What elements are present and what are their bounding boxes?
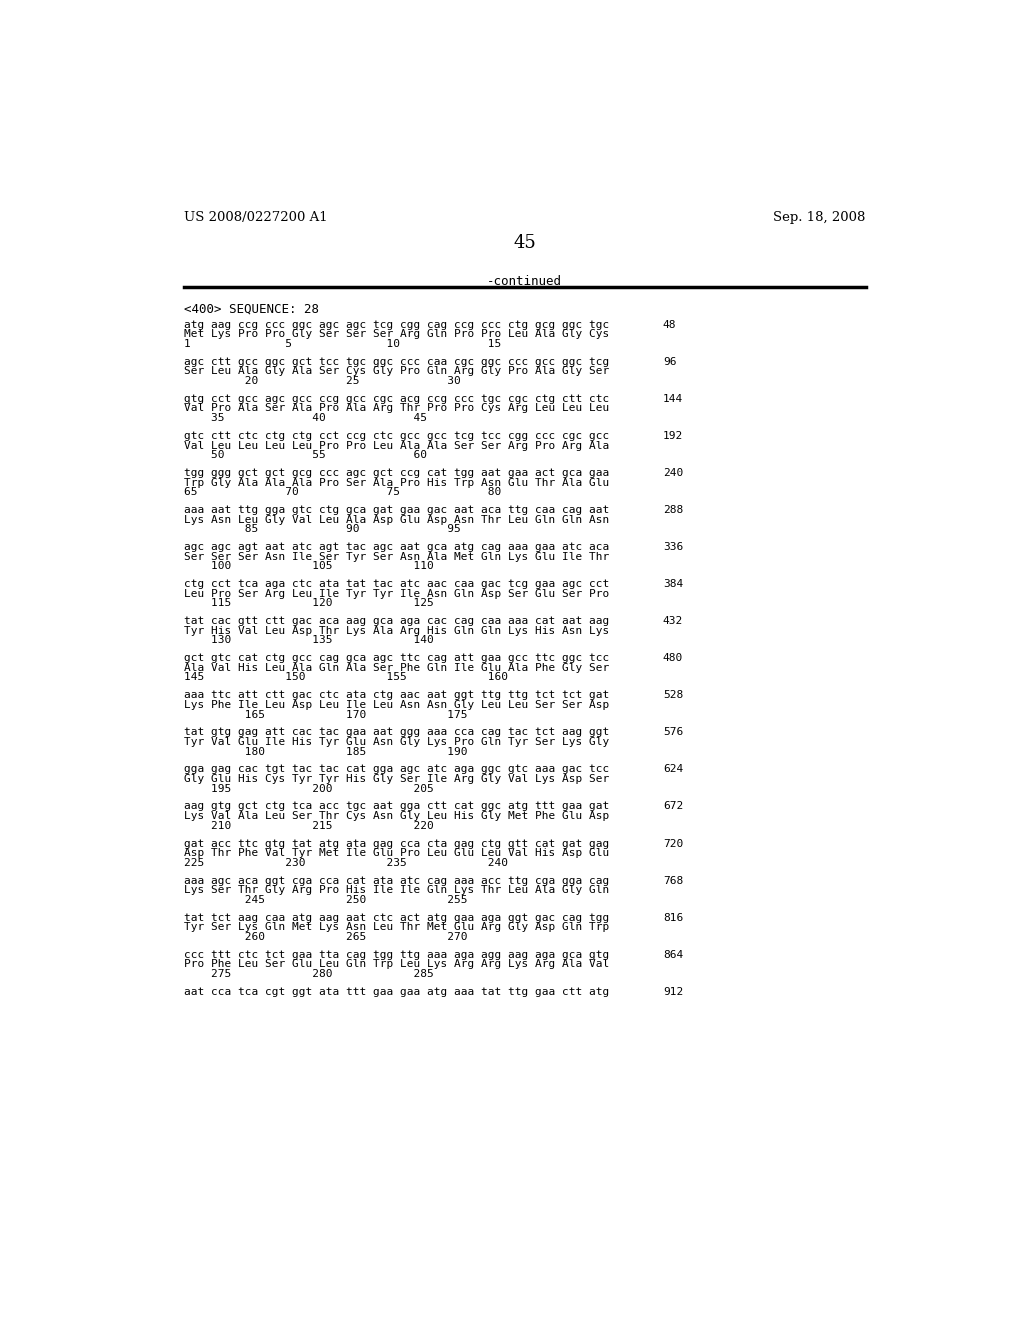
Text: 245            250            255: 245 250 255	[183, 895, 467, 904]
Text: 1              5              10             15: 1 5 10 15	[183, 339, 501, 348]
Text: 65             70             75             80: 65 70 75 80	[183, 487, 501, 498]
Text: Lys Asn Leu Gly Val Leu Ala Asp Glu Asp Asn Thr Leu Gln Gln Asn: Lys Asn Leu Gly Val Leu Ala Asp Glu Asp …	[183, 515, 609, 524]
Text: 50             55             60: 50 55 60	[183, 450, 427, 461]
Text: gat acc ttc gtg tat atg ata gag cca cta gag ctg gtt cat gat gag: gat acc ttc gtg tat atg ata gag cca cta …	[183, 838, 609, 849]
Text: gtg cct gcc agc gcc ccg gcc cgc acg ccg ccc tgc cgc ctg ctt ctc: gtg cct gcc agc gcc ccg gcc cgc acg ccg …	[183, 393, 609, 404]
Text: Asp Thr Phe Val Tyr Met Ile Glu Pro Leu Glu Leu Val His Asp Glu: Asp Thr Phe Val Tyr Met Ile Glu Pro Leu …	[183, 849, 609, 858]
Text: Trp Gly Ala Ala Ala Pro Ser Ala Pro His Trp Asn Glu Thr Ala Glu: Trp Gly Ala Ala Ala Pro Ser Ala Pro His …	[183, 478, 609, 487]
Text: 225            230            235            240: 225 230 235 240	[183, 858, 508, 867]
Text: 100            105            110: 100 105 110	[183, 561, 433, 572]
Text: 165            170            175: 165 170 175	[183, 710, 467, 719]
Text: aat cca tca cgt ggt ata ttt gaa gaa atg aaa tat ttg gaa ctt atg: aat cca tca cgt ggt ata ttt gaa gaa atg …	[183, 987, 609, 997]
Text: Val Leu Leu Leu Leu Pro Pro Leu Ala Ala Ser Ser Arg Pro Arg Ala: Val Leu Leu Leu Leu Pro Pro Leu Ala Ala …	[183, 441, 609, 450]
Text: Tyr His Val Leu Asp Thr Lys Ala Arg His Gln Gln Lys His Asn Lys: Tyr His Val Leu Asp Thr Lys Ala Arg His …	[183, 626, 609, 636]
Text: aaa agc aca ggt cga cca cat ata atc cag aaa acc ttg cga gga cag: aaa agc aca ggt cga cca cat ata atc cag …	[183, 875, 609, 886]
Text: 816: 816	[663, 912, 683, 923]
Text: tat tct aag caa atg aag aat ctc act atg gaa aga ggt gac cag tgg: tat tct aag caa atg aag aat ctc act atg …	[183, 912, 609, 923]
Text: aaa aat ttg gga gtc ctg gca gat gaa gac aat aca ttg caa cag aat: aaa aat ttg gga gtc ctg gca gat gaa gac …	[183, 506, 609, 515]
Text: atg aag ccg ccc ggc agc agc tcg cgg cag ccg ccc ctg gcg ggc tgc: atg aag ccg ccc ggc agc agc tcg cgg cag …	[183, 319, 609, 330]
Text: 195            200            205: 195 200 205	[183, 784, 433, 793]
Text: -continued: -continued	[487, 276, 562, 289]
Text: ccc ttt ctc tct gaa tta cag tgg ttg aaa aga agg aag aga gca gtg: ccc ttt ctc tct gaa tta cag tgg ttg aaa …	[183, 949, 609, 960]
Text: 624: 624	[663, 764, 683, 775]
Text: 35             40             45: 35 40 45	[183, 413, 427, 424]
Text: 384: 384	[663, 579, 683, 589]
Text: tat gtg gag att cac tac gaa aat ggg aaa cca cag tac tct aag ggt: tat gtg gag att cac tac gaa aat ggg aaa …	[183, 727, 609, 738]
Text: Val Pro Ala Ser Ala Pro Ala Arg Thr Pro Pro Cys Arg Leu Leu Leu: Val Pro Ala Ser Ala Pro Ala Arg Thr Pro …	[183, 404, 609, 413]
Text: agc agc agt aat atc agt tac agc aat gca atg cag aaa gaa atc aca: agc agc agt aat atc agt tac agc aat gca …	[183, 543, 609, 552]
Text: 192: 192	[663, 430, 683, 441]
Text: 480: 480	[663, 653, 683, 663]
Text: US 2008/0227200 A1: US 2008/0227200 A1	[183, 211, 328, 224]
Text: Tyr Ser Lys Gln Met Lys Asn Leu Thr Met Glu Arg Gly Asp Gln Trp: Tyr Ser Lys Gln Met Lys Asn Leu Thr Met …	[183, 923, 609, 932]
Text: Leu Pro Ser Arg Leu Ile Tyr Tyr Ile Asn Gln Asp Ser Glu Ser Pro: Leu Pro Ser Arg Leu Ile Tyr Tyr Ile Asn …	[183, 589, 609, 599]
Text: Sep. 18, 2008: Sep. 18, 2008	[773, 211, 866, 224]
Text: 20             25             30: 20 25 30	[183, 376, 461, 385]
Text: 85             90             95: 85 90 95	[183, 524, 461, 535]
Text: agc ctt gcc ggc gct tcc tgc ggc ccc caa cgc ggc ccc gcc ggc tcg: agc ctt gcc ggc gct tcc tgc ggc ccc caa …	[183, 356, 609, 367]
Text: 115            120            125: 115 120 125	[183, 598, 433, 609]
Text: Tyr Val Glu Ile His Tyr Glu Asn Gly Lys Pro Gln Tyr Ser Lys Gly: Tyr Val Glu Ile His Tyr Glu Asn Gly Lys …	[183, 737, 609, 747]
Text: 144: 144	[663, 393, 683, 404]
Text: 260            265            270: 260 265 270	[183, 932, 467, 942]
Text: 432: 432	[663, 616, 683, 626]
Text: 130            135            140: 130 135 140	[183, 635, 433, 645]
Text: 720: 720	[663, 838, 683, 849]
Text: gga gag cac tgt tac tac cat gga agc atc aga ggc gtc aaa gac tcc: gga gag cac tgt tac tac cat gga agc atc …	[183, 764, 609, 775]
Text: 576: 576	[663, 727, 683, 738]
Text: aaa ttc att ctt gac ctc ata ctg aac aat ggt ttg ttg tct tct gat: aaa ttc att ctt gac ctc ata ctg aac aat …	[183, 690, 609, 701]
Text: Ser Leu Ala Gly Ala Ser Cys Gly Pro Gln Arg Gly Pro Ala Gly Ser: Ser Leu Ala Gly Ala Ser Cys Gly Pro Gln …	[183, 367, 609, 376]
Text: Met Lys Pro Pro Gly Ser Ser Ser Arg Gln Pro Pro Leu Ala Gly Cys: Met Lys Pro Pro Gly Ser Ser Ser Arg Gln …	[183, 330, 609, 339]
Text: 768: 768	[663, 875, 683, 886]
Text: aag gtg gct ctg tca acc tgc aat gga ctt cat ggc atg ttt gaa gat: aag gtg gct ctg tca acc tgc aat gga ctt …	[183, 801, 609, 812]
Text: 336: 336	[663, 543, 683, 552]
Text: gtc ctt ctc ctg ctg cct ccg ctc gcc gcc tcg tcc cgg ccc cgc gcc: gtc ctt ctc ctg ctg cct ccg ctc gcc gcc …	[183, 430, 609, 441]
Text: gct gtc cat ctg gcc cag gca agc ttc cag att gaa gcc ttc ggc tcc: gct gtc cat ctg gcc cag gca agc ttc cag …	[183, 653, 609, 663]
Text: Pro Phe Leu Ser Glu Leu Gln Trp Leu Lys Arg Arg Lys Arg Ala Val: Pro Phe Leu Ser Glu Leu Gln Trp Leu Lys …	[183, 960, 609, 969]
Text: 96: 96	[663, 356, 676, 367]
Text: Lys Val Ala Leu Ser Thr Cys Asn Gly Leu His Gly Met Phe Glu Asp: Lys Val Ala Leu Ser Thr Cys Asn Gly Leu …	[183, 810, 609, 821]
Text: <400> SEQUENCE: 28: <400> SEQUENCE: 28	[183, 302, 318, 315]
Text: Ala Val His Leu Ala Gln Ala Ser Phe Gln Ile Glu Ala Phe Gly Ser: Ala Val His Leu Ala Gln Ala Ser Phe Gln …	[183, 663, 609, 673]
Text: 45: 45	[513, 234, 537, 252]
Text: 240: 240	[663, 469, 683, 478]
Text: tat cac gtt ctt gac aca aag gca aga cac cag caa aaa cat aat aag: tat cac gtt ctt gac aca aag gca aga cac …	[183, 616, 609, 626]
Text: 864: 864	[663, 949, 683, 960]
Text: 912: 912	[663, 987, 683, 997]
Text: ctg cct tca aga ctc ata tat tac atc aac caa gac tcg gaa agc cct: ctg cct tca aga ctc ata tat tac atc aac …	[183, 579, 609, 589]
Text: Gly Glu His Cys Tyr Tyr His Gly Ser Ile Arg Gly Val Lys Asp Ser: Gly Glu His Cys Tyr Tyr His Gly Ser Ile …	[183, 774, 609, 784]
Text: tgg ggg gct gct gcg ccc agc gct ccg cat tgg aat gaa act gca gaa: tgg ggg gct gct gcg ccc agc gct ccg cat …	[183, 469, 609, 478]
Text: 210            215            220: 210 215 220	[183, 821, 433, 830]
Text: Ser Ser Ser Asn Ile Ser Tyr Ser Asn Ala Met Gln Lys Glu Ile Thr: Ser Ser Ser Asn Ile Ser Tyr Ser Asn Ala …	[183, 552, 609, 562]
Text: 48: 48	[663, 319, 676, 330]
Text: 145            150            155            160: 145 150 155 160	[183, 672, 508, 682]
Text: 180            185            190: 180 185 190	[183, 747, 467, 756]
Text: 288: 288	[663, 506, 683, 515]
Text: 528: 528	[663, 690, 683, 701]
Text: Lys Ser Thr Gly Arg Pro His Ile Ile Gln Lys Thr Leu Ala Gly Gln: Lys Ser Thr Gly Arg Pro His Ile Ile Gln …	[183, 886, 609, 895]
Text: 672: 672	[663, 801, 683, 812]
Text: 275            280            285: 275 280 285	[183, 969, 433, 979]
Text: Lys Phe Ile Leu Asp Leu Ile Leu Asn Asn Gly Leu Leu Ser Ser Asp: Lys Phe Ile Leu Asp Leu Ile Leu Asn Asn …	[183, 700, 609, 710]
